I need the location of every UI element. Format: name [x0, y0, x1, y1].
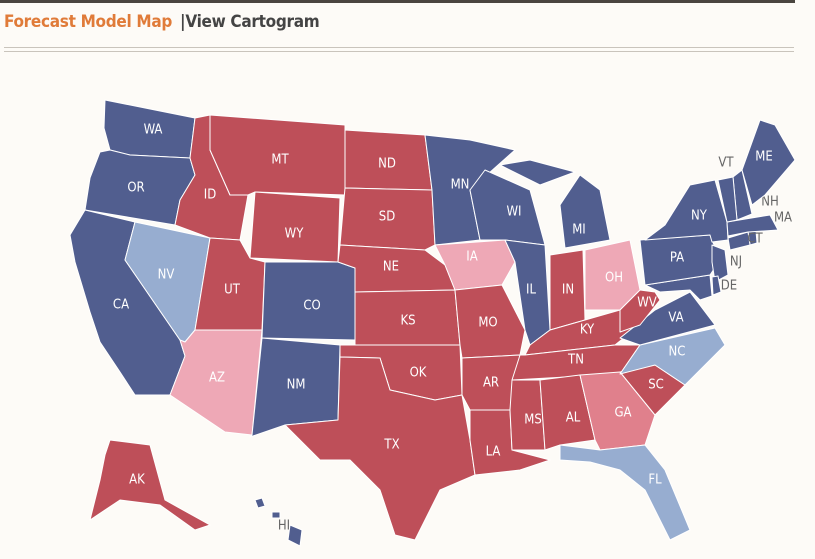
- states: WA OR CA NV ID MT WY UT AZ CO NM ND SD NE KS OK TX MN IA MO…: [69, 99, 796, 547]
- state-label: ME: [755, 150, 772, 165]
- state-label: KY: [580, 323, 595, 338]
- state-label: CT: [747, 232, 763, 247]
- state: [711, 275, 722, 296]
- state: [284, 356, 476, 541]
- state-label: VT: [718, 156, 734, 171]
- state: [619, 291, 716, 346]
- state: [509, 379, 546, 451]
- state-label: NJ: [730, 255, 742, 270]
- state-label: WV: [637, 296, 657, 311]
- state-label: NE: [383, 260, 399, 275]
- state-label: OR: [127, 181, 144, 196]
- state-label: ND: [378, 157, 396, 172]
- state-label: AR: [483, 376, 499, 391]
- state-label: PA: [670, 251, 684, 266]
- state: [619, 327, 726, 386]
- state: [619, 289, 661, 333]
- state-label: SC: [648, 378, 664, 393]
- state-label: NY: [691, 209, 708, 224]
- state-label: TX: [383, 438, 399, 453]
- state-label: NV: [158, 268, 175, 283]
- state-label: TN: [567, 353, 584, 368]
- rule: [4, 51, 794, 52]
- state: [169, 329, 263, 436]
- state-label: GA: [614, 406, 631, 421]
- state-label: KS: [400, 314, 415, 329]
- state-label: NC: [669, 345, 686, 360]
- state-label: WY: [285, 227, 305, 242]
- state: [499, 159, 611, 249]
- state-label: MS: [524, 413, 542, 428]
- state-label: LA: [486, 445, 501, 460]
- state: [741, 119, 796, 206]
- state-label: MT: [271, 153, 289, 168]
- state: [339, 187, 436, 251]
- state-label: DE: [721, 279, 737, 294]
- state: [727, 231, 751, 251]
- state-label: CO: [303, 299, 320, 314]
- state-label: SD: [379, 210, 395, 225]
- state-label: AZ: [209, 371, 225, 386]
- state-label: IA: [466, 250, 477, 265]
- state-label: WI: [506, 205, 521, 220]
- state: [644, 179, 729, 243]
- rule: [4, 47, 794, 48]
- state-label: AL: [566, 411, 581, 426]
- state-label: UT: [224, 283, 241, 298]
- state: [726, 214, 779, 237]
- cartogram-tab[interactable]: View Cartogram: [185, 12, 320, 32]
- tabs: Forecast Model Map |View Cartogram: [4, 12, 320, 32]
- state-label: IL: [526, 283, 536, 298]
- state: [254, 497, 303, 547]
- state-label: OK: [410, 366, 427, 381]
- state: [711, 244, 729, 283]
- state-label: NM: [287, 378, 306, 393]
- state-label: NH: [761, 195, 779, 210]
- active-tab[interactable]: Forecast Model Map: [4, 12, 173, 32]
- state-label: FL: [648, 473, 662, 488]
- state-label: CA: [113, 298, 129, 313]
- state-label: MI: [572, 223, 586, 238]
- state-label: ID: [204, 188, 216, 203]
- separator: |: [180, 12, 186, 32]
- state-label: MN: [451, 178, 470, 193]
- state-label: HI: [278, 519, 290, 534]
- state-label: VA: [668, 311, 683, 326]
- state-label: IN: [562, 283, 574, 298]
- state-label: OH: [605, 271, 623, 286]
- state: [539, 374, 596, 451]
- state-label: MA: [774, 211, 792, 226]
- state-label: WA: [144, 123, 163, 138]
- state-label: MO: [478, 316, 497, 331]
- state: [89, 439, 211, 531]
- state-label: AK: [129, 473, 145, 488]
- state: [559, 444, 691, 541]
- top-bar: [0, 0, 795, 3]
- state: [717, 176, 738, 223]
